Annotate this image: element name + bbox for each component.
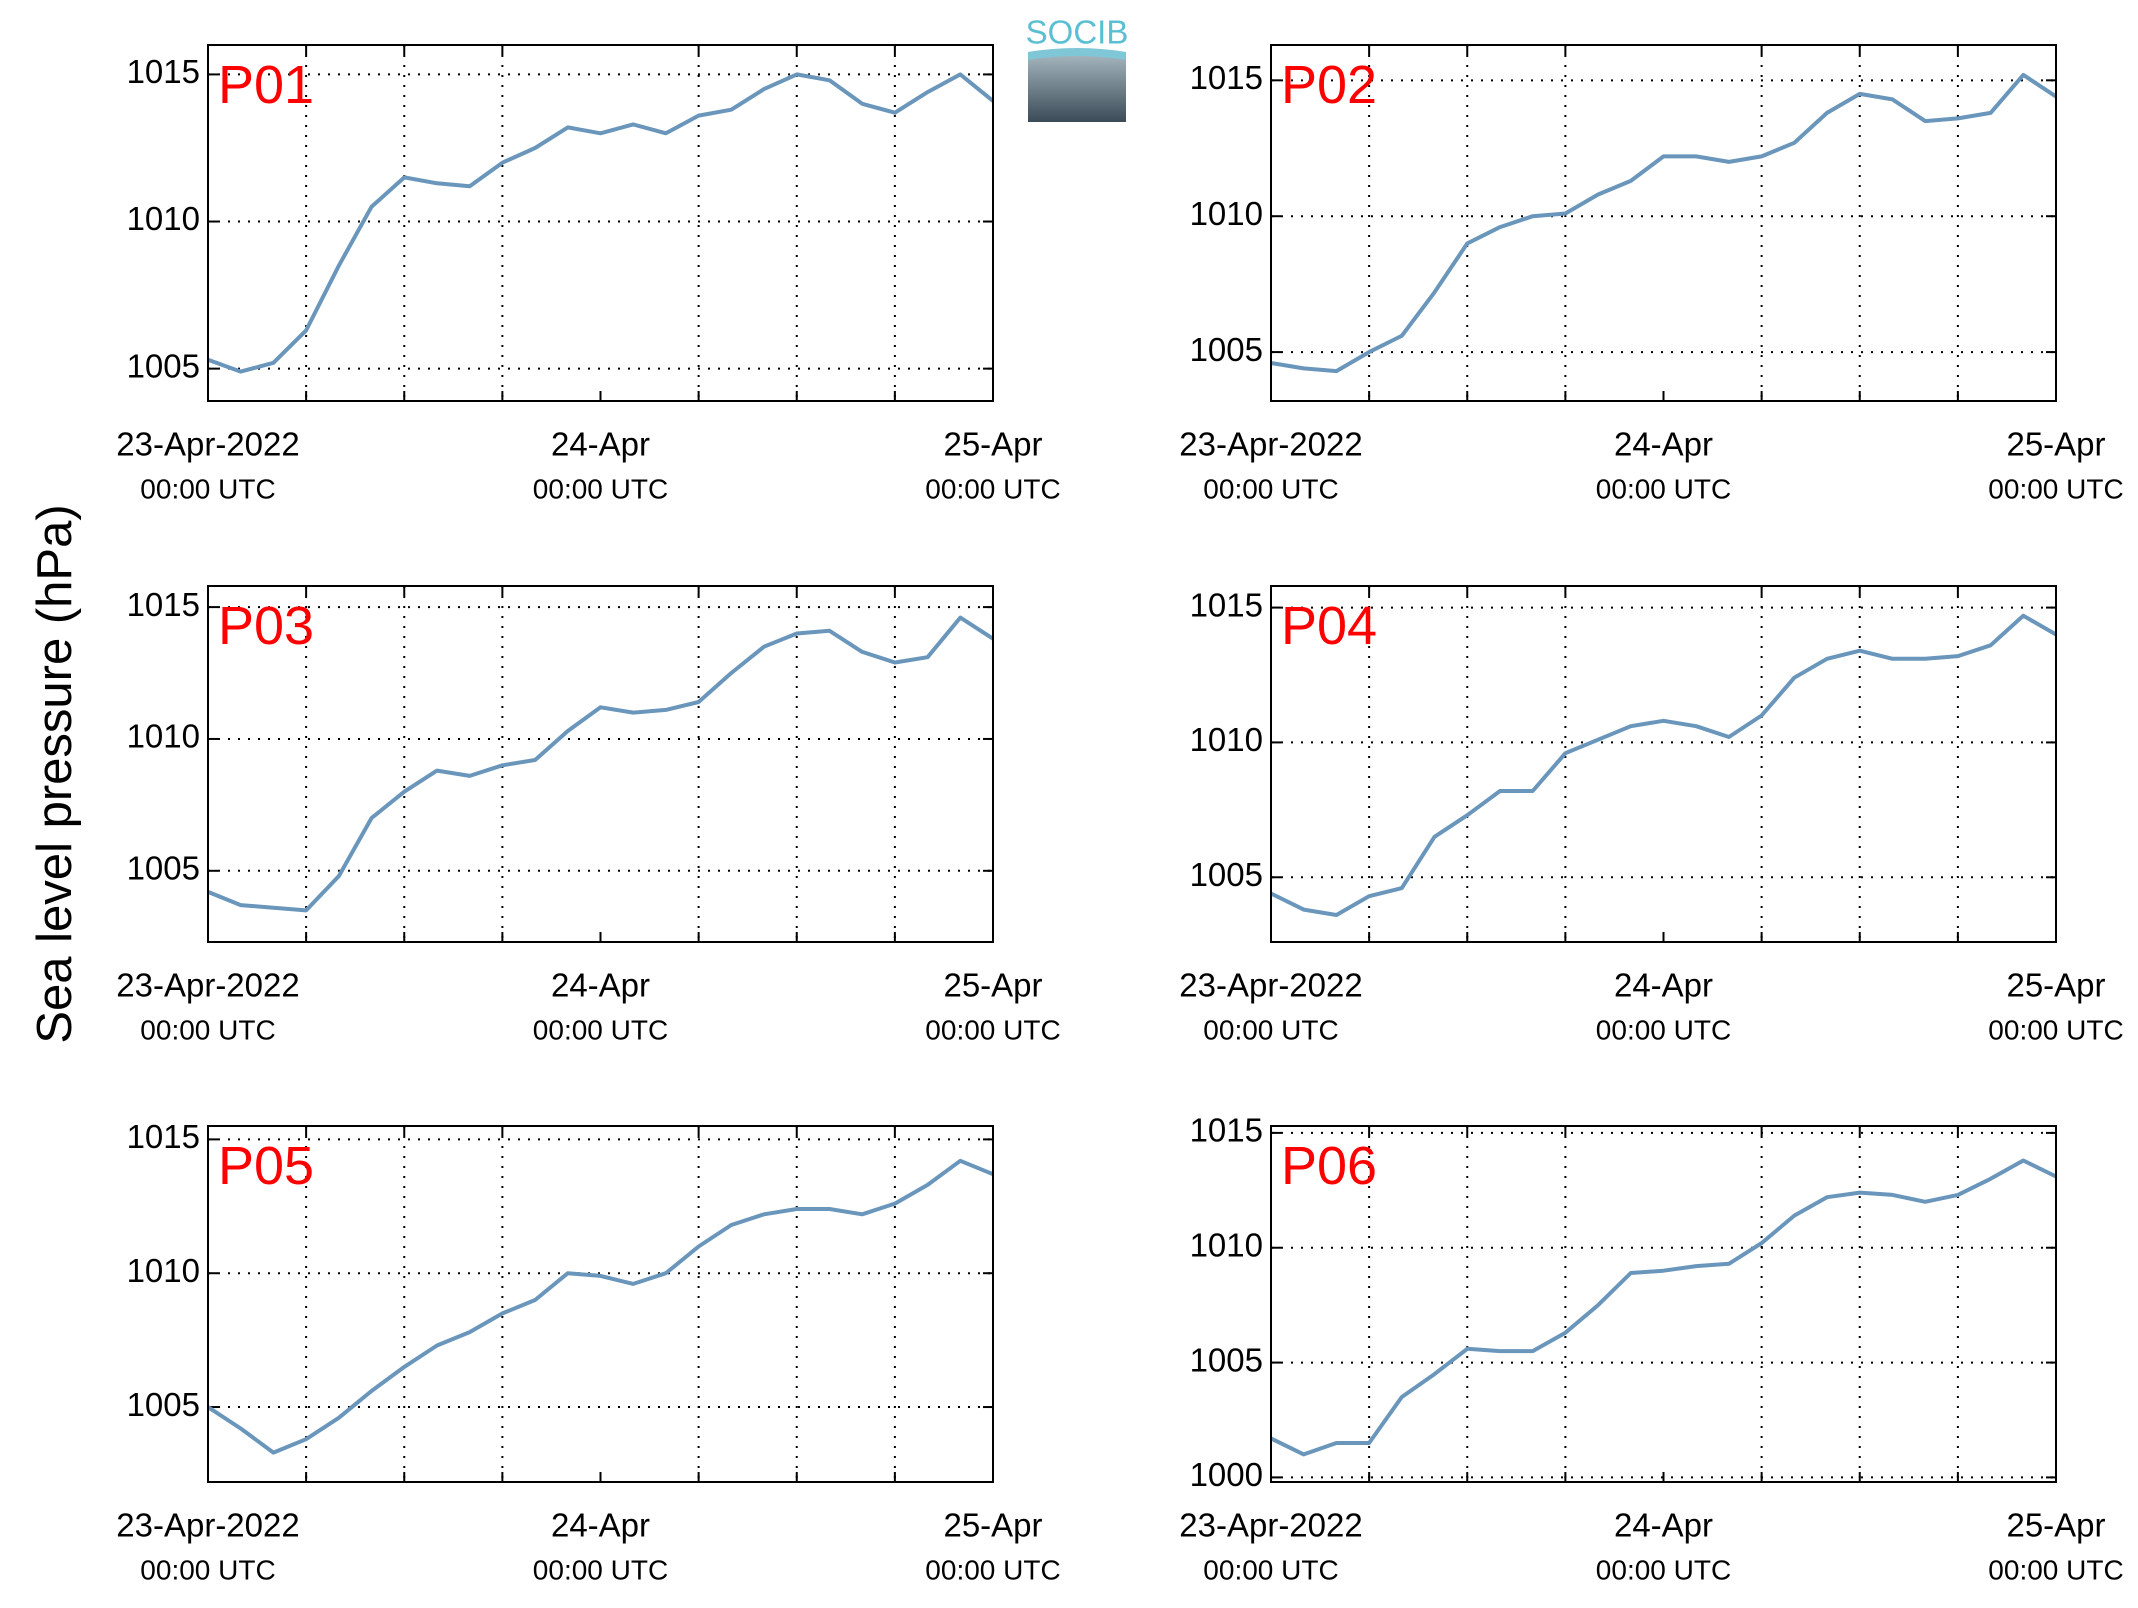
x-tick-sublabel: 00:00 UTC [1596,1554,1731,1585]
y-tick-label: 1015 [1190,586,1263,623]
panel-title: P03 [218,596,314,656]
panel-title: P01 [218,55,314,115]
x-tick-label: 24-Apr [551,967,650,1004]
y-tick-label: 1010 [127,200,200,237]
plot-frame [207,1125,994,1483]
y-tick-label: 1005 [1190,331,1263,368]
x-tick-sublabel: 00:00 UTC [533,1554,668,1585]
x-tick-label: 23-Apr-2022 [1179,426,1362,463]
x-tick-sublabel: 00:00 UTC [140,1554,275,1585]
panel: 1005 1010 1015 23-Apr-2022 00:00 UTC 24-Apr 00… [116,1118,1060,1585]
y-tick-label: 1010 [1190,721,1263,758]
y-tick-label: 1005 [127,347,200,384]
logo: SOCIB [1026,14,1129,122]
x-tick-label: 23-Apr-2022 [116,426,299,463]
x-tick-sublabel: 00:00 UTC [1203,1014,1338,1045]
y-tick-label: 1005 [127,850,200,887]
plot-frame [1270,44,2057,402]
y-tick-label: 1005 [1190,1341,1263,1378]
logo-wave [1028,48,1126,60]
x-tick-label: 25-Apr [2006,426,2105,463]
y-tick-label: 1015 [1190,59,1263,96]
series-line [207,72,995,374]
y-tick-label: 1010 [127,1252,200,1289]
x-tick-label: 24-Apr [551,1507,650,1544]
panel-title: P04 [1281,596,1377,656]
y-tick-label: 1015 [127,53,200,90]
panel: 1005 1010 1015 23-Apr-2022 00:00 UTC 24-Apr 00… [116,44,1061,504]
x-tick-sublabel: 00:00 UTC [140,473,275,504]
y-tick-label: 1000 [1190,1456,1263,1493]
x-tick-sublabel: 00:00 UTC [533,1014,668,1045]
series-line [206,1158,994,1455]
x-tick-label: 25-Apr [943,426,1042,463]
x-tick-sublabel: 00:00 UTC [925,473,1060,504]
x-tick-label: 24-Apr [1614,1507,1713,1544]
panel: 1005 1010 1015 23-Apr-2022 00:00 UTC 24-Apr 00… [116,585,1061,1045]
y-tick-label: 1015 [127,586,200,623]
logo-text: SOCIB [1026,14,1129,51]
y-axis-label: Sea level pressure (hPa) [28,504,82,1043]
plot-frame [1270,1125,2057,1483]
y-tick-label: 1010 [1190,1226,1263,1263]
x-tick-sublabel: 00:00 UTC [1988,1554,2123,1585]
series-line [1270,72,2058,374]
x-tick-label: 24-Apr [551,426,650,463]
logo-block [1028,52,1126,122]
panel-title: P02 [1281,55,1377,115]
x-tick-label: 23-Apr-2022 [1179,1507,1362,1544]
x-tick-label: 23-Apr-2022 [1179,967,1362,1004]
panel-title: P05 [218,1136,314,1196]
y-tick-label: 1010 [1190,195,1263,232]
x-tick-label: 24-Apr [1614,967,1713,1004]
y-tick-label: 1015 [127,1118,200,1155]
series-line [1270,613,2057,917]
panel-title: P06 [1281,1136,1377,1196]
x-tick-label: 25-Apr [943,967,1042,1004]
plot-frame [207,585,994,943]
panel: 1005 1010 1015 23-Apr-2022 00:00 UTC 24-Apr 00… [1179,44,2124,504]
x-tick-sublabel: 00:00 UTC [1988,1014,2123,1045]
x-tick-label: 23-Apr-2022 [116,1507,299,1544]
x-tick-sublabel: 00:00 UTC [140,1014,275,1045]
y-tick-label: 1005 [1190,856,1263,893]
x-tick-sublabel: 00:00 UTC [1988,473,2123,504]
panel: 1000 1005 1010 1015 23-Apr-2022 00:00 UTC 24-A… [1179,1112,2123,1586]
x-tick-sublabel: 00:00 UTC [1203,473,1338,504]
x-tick-sublabel: 00:00 UTC [1596,473,1731,504]
x-tick-sublabel: 00:00 UTC [1596,1014,1731,1045]
x-tick-label: 24-Apr [1614,426,1713,463]
series-line [207,615,995,913]
y-tick-label: 1010 [127,718,200,755]
x-tick-label: 25-Apr [2006,967,2105,1004]
x-tick-label: 23-Apr-2022 [116,967,299,1004]
plot-frame [207,44,994,402]
x-tick-sublabel: 00:00 UTC [925,1554,1060,1585]
y-tick-label: 1005 [127,1386,200,1423]
y-tick-label: 1015 [1190,1112,1263,1149]
x-tick-label: 25-Apr [943,1507,1042,1544]
panel: 1005 1010 1015 23-Apr-2022 00:00 UTC 24-Apr 00… [1179,585,2124,1045]
x-tick-sublabel: 00:00 UTC [533,473,668,504]
x-tick-sublabel: 00:00 UTC [925,1014,1060,1045]
series-line [1270,1158,2057,1457]
x-tick-sublabel: 00:00 UTC [1203,1554,1338,1585]
x-tick-label: 25-Apr [2006,1507,2105,1544]
plot-frame [1270,585,2057,943]
